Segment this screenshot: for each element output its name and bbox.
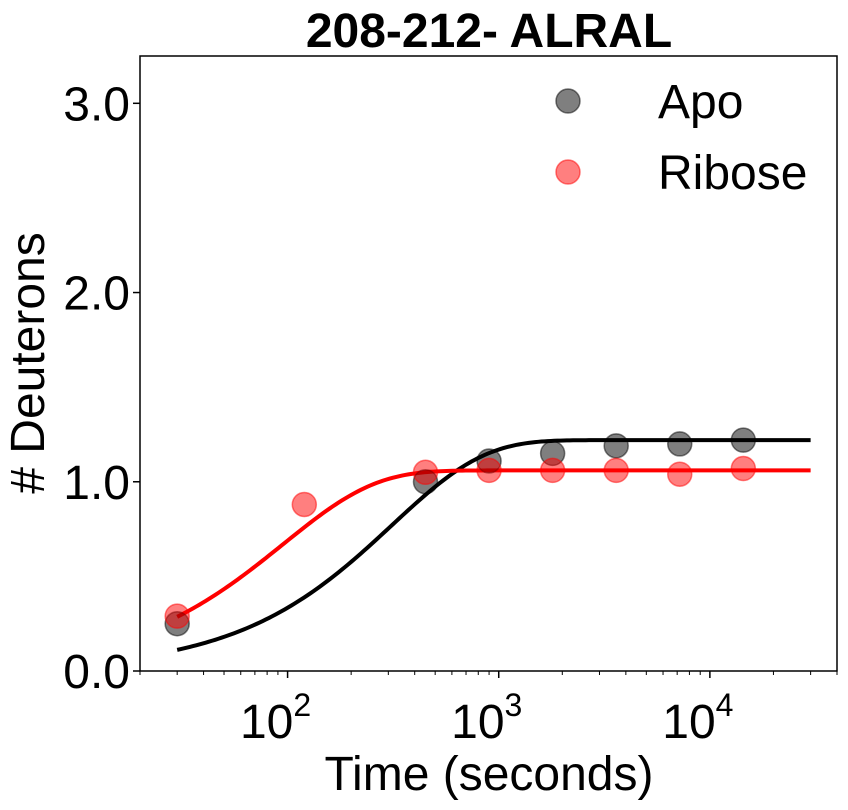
fit-line [176, 468, 811, 619]
x-axis-ticks: 102 103 104 [139, 671, 838, 749]
legend: Apo Ribose [555, 76, 807, 200]
data-point [291, 491, 318, 518]
data-point [667, 461, 693, 487]
x-tick-label: 102 [240, 687, 311, 749]
legend-marker [555, 159, 581, 185]
data-point [412, 459, 439, 486]
chart-title: 208-212- ALRAL [306, 5, 672, 58]
data-point [164, 603, 190, 629]
y-tick-label: 0.0 [63, 646, 130, 699]
data-points [164, 427, 757, 637]
x-tick-base: 10 [240, 696, 293, 749]
x-axis-label: Time (seconds) [325, 748, 654, 801]
y-axis-ticks: 0.0 1.0 2.0 3.0 [63, 78, 140, 699]
legend-label: Apo [658, 76, 743, 129]
data-point [603, 433, 629, 459]
y-axis-label: # Deuterons [2, 232, 55, 494]
data-point [603, 457, 629, 484]
y-tick-label: 3.0 [63, 78, 130, 131]
legend-marker [555, 88, 581, 114]
x-tick-exponent: 4 [716, 687, 734, 723]
data-point [730, 427, 757, 453]
data-point [667, 431, 693, 457]
x-tick-base: 10 [451, 696, 504, 749]
x-tick-label: 103 [451, 687, 522, 749]
y-tick-label: 2.0 [63, 268, 130, 321]
data-point [539, 457, 566, 484]
x-tick-exponent: 3 [505, 687, 523, 723]
x-tick-base: 10 [662, 696, 715, 749]
plot-frame [139, 55, 838, 672]
data-point [730, 455, 757, 482]
y-tick-label: 1.0 [63, 457, 130, 510]
x-tick-exponent: 2 [293, 687, 311, 723]
x-tick-label: 104 [662, 687, 733, 749]
data-point [476, 457, 502, 484]
legend-label: Ribose [658, 147, 807, 200]
